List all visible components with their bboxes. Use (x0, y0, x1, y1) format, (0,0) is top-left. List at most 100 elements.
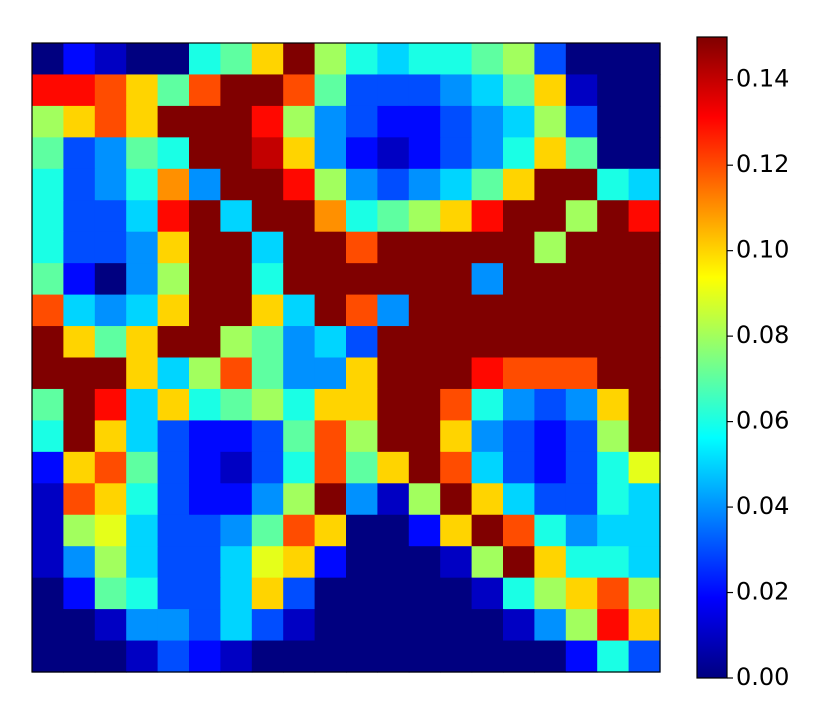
heatmap-cell (471, 483, 504, 516)
heatmap-cell (471, 74, 504, 107)
heatmap-cell (597, 451, 630, 484)
heatmap-cell (440, 420, 473, 453)
heatmap-cell (283, 546, 316, 579)
heatmap-cell (346, 168, 378, 201)
heatmap-cell (440, 357, 473, 390)
heatmap-cell (534, 231, 567, 264)
heatmap-cell (251, 609, 284, 642)
heatmap-cell (628, 451, 661, 484)
heatmap-cell (597, 43, 630, 76)
heatmap-cell (597, 546, 630, 579)
heatmap-cell (251, 74, 284, 107)
heatmap-cell (251, 200, 284, 233)
heatmap-cell (503, 263, 535, 296)
heatmap-cell (503, 168, 535, 201)
heatmap-cell (377, 609, 410, 642)
heatmap-cell (346, 137, 378, 170)
heatmap-cell (189, 451, 221, 484)
heatmap-cell (94, 451, 127, 484)
heatmap-cell (189, 105, 221, 138)
heatmap-cell (408, 451, 441, 484)
heatmap-cell (471, 514, 504, 547)
heatmap-cell (189, 357, 221, 390)
heatmap-cell (346, 200, 378, 233)
heatmap-cell (251, 326, 284, 359)
heatmap-cell (220, 388, 253, 421)
heatmap-cell (377, 105, 410, 138)
heatmap-cell (157, 200, 190, 233)
colorbar-tick-label: 0.02 (736, 578, 789, 606)
heatmap-cell (189, 231, 221, 264)
heatmap-cell (63, 451, 96, 484)
heatmap-cell (628, 74, 661, 107)
heatmap-cell (534, 357, 567, 390)
heatmap-cell (220, 640, 253, 673)
heatmap-cell (346, 231, 378, 264)
heatmap-cell (597, 640, 630, 673)
heatmap-cell (471, 168, 504, 201)
heatmap-cell (94, 420, 127, 453)
heatmap-cell (251, 43, 284, 76)
heatmap-cell (346, 388, 378, 421)
heatmap-cell (534, 420, 567, 453)
heatmap-cell (408, 294, 441, 327)
heatmap-cell (189, 388, 221, 421)
heatmap-cell (220, 231, 253, 264)
heatmap-cell (157, 451, 190, 484)
heatmap-cell (597, 388, 630, 421)
heatmap-cell (503, 640, 535, 673)
heatmap-cell (346, 640, 378, 673)
heatmap-cell (471, 263, 504, 296)
heatmap-cell (126, 483, 159, 516)
heatmap-cell (126, 231, 159, 264)
heatmap-cell (471, 294, 504, 327)
heatmap-cell (346, 609, 378, 642)
heatmap-cell (32, 577, 64, 610)
heatmap-cell (157, 546, 190, 579)
heatmap-cell (189, 200, 221, 233)
heatmap-cell (32, 357, 64, 390)
heatmap-cell (597, 200, 630, 233)
heatmap-cell (314, 451, 347, 484)
heatmap-cell (283, 451, 316, 484)
heatmap-cell (377, 74, 410, 107)
heatmap-cell (251, 231, 284, 264)
heatmap-cell (346, 420, 378, 453)
plot-frame (31, 42, 661, 673)
heatmap-cell (157, 640, 190, 673)
heatmap-cell (189, 326, 221, 359)
heatmap-cell (534, 577, 567, 610)
heatmap-cell (283, 640, 316, 673)
heatmap-cell (283, 137, 316, 170)
heatmap-cell (346, 43, 378, 76)
heatmap-cell (314, 483, 347, 516)
heatmap-cell (565, 609, 598, 642)
heatmap-cell (251, 451, 284, 484)
heatmap-cell (628, 514, 661, 547)
heatmap-cell (377, 388, 410, 421)
heatmap-cell (346, 546, 378, 579)
heatmap-cell (63, 231, 96, 264)
heatmap-cell (408, 388, 441, 421)
heatmap-cell (346, 451, 378, 484)
heatmap-cell (440, 168, 473, 201)
colorbar-tick-label: 0.00 (736, 663, 789, 691)
heatmap-cell (251, 640, 284, 673)
heatmap-cell (377, 43, 410, 76)
heatmap-cell (628, 388, 661, 421)
heatmap-cell (503, 388, 535, 421)
heatmap-cell (126, 168, 159, 201)
heatmap-cell (283, 388, 316, 421)
heatmap-cell (565, 483, 598, 516)
heatmap-cell (346, 514, 378, 547)
heatmap-cell (565, 168, 598, 201)
heatmap-cell (377, 137, 410, 170)
heatmap-cell (628, 137, 661, 170)
heatmap-cell (189, 609, 221, 642)
heatmap-cell (189, 263, 221, 296)
heatmap-cell (628, 483, 661, 516)
heatmap-cell (157, 420, 190, 453)
heatmap-cell (597, 357, 630, 390)
heatmap-cell (346, 263, 378, 296)
heatmap-cell (94, 388, 127, 421)
